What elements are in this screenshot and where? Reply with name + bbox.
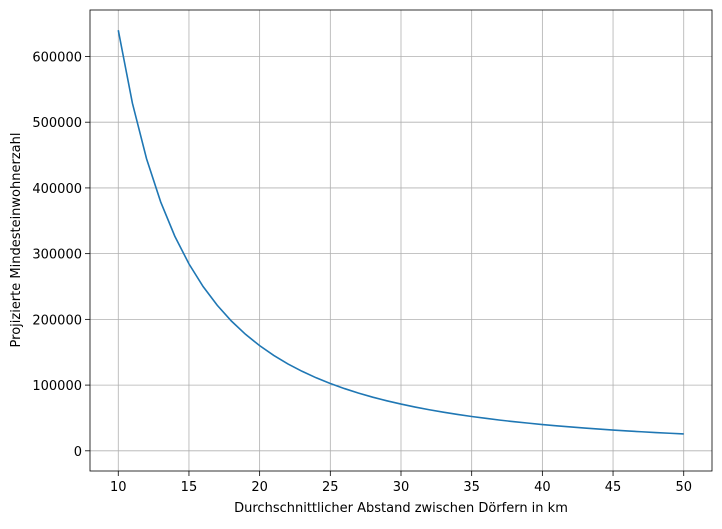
y-tick-label: 500000 (32, 116, 82, 131)
x-tick-label: 25 (322, 480, 339, 495)
x-tick-label: 10 (110, 480, 127, 495)
y-axis-label: Projizierte Mindesteinwohnerzahl (9, 133, 24, 348)
line (117, 30, 684, 435)
x-tick-label: 50 (675, 480, 692, 495)
y-tick-label: 100000 (32, 379, 82, 394)
y-tick-label: 200000 (32, 313, 82, 328)
plot-frame (89, 9, 713, 472)
y-tick-label: 400000 (32, 182, 82, 197)
x-tick-label: 45 (605, 480, 622, 495)
x-tick-label: 35 (463, 480, 480, 495)
x-tick-label: 15 (181, 480, 198, 495)
y-tick-label: 300000 (32, 248, 82, 263)
y-tick-label: 600000 (32, 50, 82, 65)
x-tick-label: 40 (534, 480, 551, 495)
x-tick-label: 20 (251, 480, 268, 495)
x-axis-label: Durchschnittlicher Abstand zwischen Dörf… (234, 501, 568, 516)
x-tick-label: 30 (393, 480, 410, 495)
y-tick-label: 0 (74, 445, 82, 460)
